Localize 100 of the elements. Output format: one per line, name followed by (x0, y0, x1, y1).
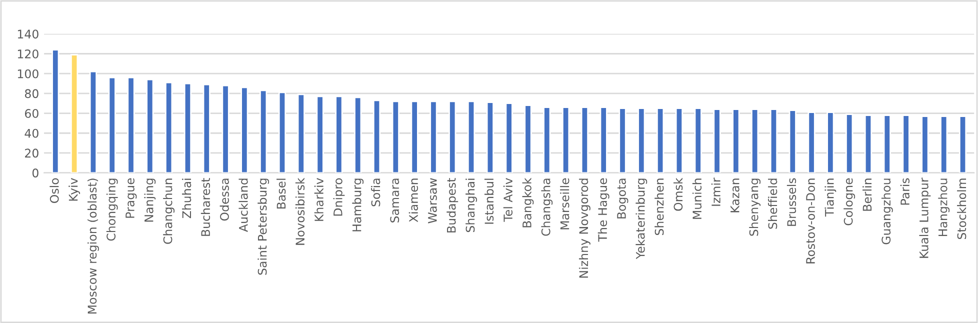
bar (600, 106, 608, 173)
y-tick-label: 60 (24, 109, 38, 118)
bar (788, 110, 796, 173)
x-tick-label: Changchun (163, 178, 175, 244)
bar (448, 100, 456, 173)
y-tick-label: 20 (25, 148, 38, 158)
bar (846, 114, 854, 173)
bar (826, 112, 834, 173)
bar (278, 92, 286, 173)
x-tick-label: Izmir (711, 178, 720, 206)
x-tick-label: Kharkiv (314, 178, 324, 221)
x-tick-label: Saint Petersburg (258, 178, 270, 275)
bar (335, 96, 343, 173)
x-tick-label: Hamburg (352, 178, 364, 232)
x-tick-label: Warsaw (428, 178, 437, 224)
x-tick-label: Istanbul (484, 178, 494, 224)
bar (354, 96, 362, 173)
x-tick-label: Yekaterinburg (636, 178, 648, 260)
x-tick-label: Kuala Lumpur (919, 178, 931, 258)
x-tick-label: Novosibirsk (295, 178, 305, 245)
x-tick-label: Chongqing (106, 178, 118, 241)
x-tick-label: Nizhny Novgorod (578, 178, 590, 278)
bar (392, 100, 400, 173)
bar (675, 108, 684, 173)
x-tick-label: Guangzhou (881, 178, 893, 244)
bar (732, 108, 740, 173)
bar (202, 84, 210, 173)
bar (638, 108, 646, 173)
bar (883, 114, 891, 173)
x-tick-label: Stockholm (957, 178, 966, 240)
bar (260, 90, 268, 173)
bar (184, 82, 192, 173)
x-tick-label: Bogota (617, 178, 628, 218)
x-tick-label: Kazan (730, 178, 740, 212)
x-tick-label: Shenzhen (654, 178, 664, 236)
bar (467, 100, 476, 173)
y-tick-label: 0 (32, 168, 38, 178)
bar (524, 104, 532, 173)
x-tick-label: Sheffield (768, 178, 778, 229)
bar (240, 86, 248, 173)
bar (656, 108, 664, 173)
bar (316, 96, 324, 173)
x-tick-label: Bangkok (522, 178, 534, 228)
y-tick-label: 120 (18, 49, 38, 58)
bar (430, 100, 438, 173)
bar (108, 76, 116, 173)
x-tick-label: Tianjin (824, 178, 836, 217)
x-tick-label: Moscow region (oblast) (87, 178, 99, 314)
x-tick-label: Bucharest (200, 178, 210, 236)
x-tick-label: Rostov-on-Don (806, 178, 815, 264)
bar (70, 54, 78, 173)
bar (808, 112, 816, 173)
x-tick-label: Zhuhai (182, 178, 192, 218)
bar (372, 100, 381, 173)
x-tick-label: The Hague (598, 178, 610, 242)
bar (543, 106, 551, 173)
bar (864, 114, 872, 173)
x-tick-label: Odessa (220, 178, 229, 221)
bar (222, 84, 230, 173)
x-tick-label: Shenyang (749, 178, 761, 236)
x-tick-label: Samara (390, 178, 400, 222)
bar (902, 114, 910, 173)
bar (486, 102, 494, 173)
x-tick-label: Xiamen (408, 178, 418, 222)
y-tick-label: 80 (24, 89, 38, 98)
x-tick-label: Tel Aviv (503, 178, 513, 222)
bar (505, 102, 513, 173)
bar (127, 76, 135, 173)
bar (713, 108, 721, 173)
x-tick-label: Brussels (786, 178, 796, 226)
bar (751, 108, 759, 173)
bar (940, 116, 948, 173)
x-tick-label: Kyiv (68, 178, 80, 201)
bar (146, 78, 154, 173)
bar (165, 82, 173, 173)
bar (562, 106, 570, 173)
y-tick-label: 40 (24, 128, 38, 138)
bar (580, 106, 589, 173)
x-tick-label: Marseille (560, 178, 570, 230)
bar (694, 108, 702, 173)
x-tick-label: Shanghai (466, 178, 477, 232)
bar (958, 116, 967, 173)
x-tick-label: Basel (276, 178, 286, 209)
x-tick-label: Auckland (238, 178, 248, 232)
x-tick-label: Dnipro (333, 178, 345, 216)
x-tick-label: Cologne (844, 178, 856, 226)
bar (618, 108, 626, 173)
x-tick-label: Omsk (674, 178, 683, 211)
bar (52, 49, 60, 173)
bar (921, 116, 929, 173)
bar (410, 100, 418, 173)
bar (297, 94, 305, 173)
x-tick-label: Budapest (446, 178, 458, 232)
bar (770, 108, 778, 173)
x-tick-label: Munich (692, 178, 702, 219)
y-tick-label: 140 (18, 30, 38, 39)
x-tick-label: Hangzhou (938, 178, 950, 236)
x-tick-label: Sofia (371, 178, 380, 206)
bar (89, 70, 98, 173)
x-tick-label: Oslo (50, 178, 59, 203)
